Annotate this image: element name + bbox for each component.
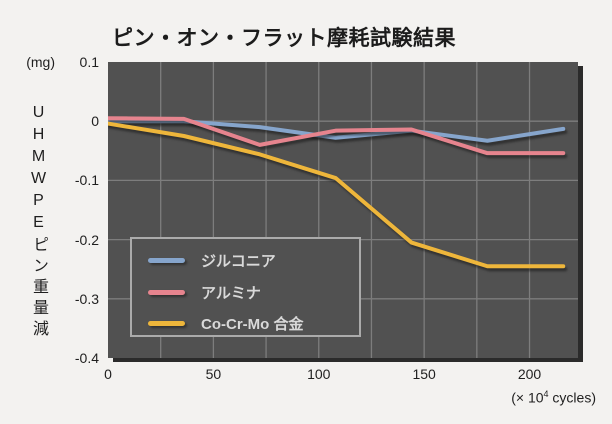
y-axis-unit-label: (mg): [26, 54, 55, 70]
x-tick-label: 200: [517, 366, 542, 382]
legend-label: アルミナ: [201, 284, 261, 302]
series-line-0: [108, 119, 566, 143]
legend-swatch-alumina: [148, 289, 185, 295]
y-tick-label: 0.1: [79, 54, 99, 70]
y-tick-label: -0.4: [74, 350, 99, 366]
plot-area: ジルコニア アルミナ Co-Cr-Mo 合金: [108, 62, 578, 358]
legend-label: Co-Cr-Mo 合金: [201, 316, 304, 334]
series-line-1: [108, 116, 566, 156]
y-tick-label: -0.2: [74, 231, 99, 248]
legend-swatch-zirconia: [148, 258, 185, 264]
x-unit-suffix: cycles): [548, 389, 596, 406]
x-unit-prefix: (× 10: [511, 389, 544, 406]
y-tick-label: -0.1: [74, 172, 99, 189]
y-axis-title: UHMWPEピン重量減: [30, 104, 47, 341]
x-unit-superscript: 4: [543, 389, 549, 399]
series-line-2: [108, 121, 566, 269]
legend-swatch-cocrmo: [148, 321, 185, 327]
legend: ジルコニア アルミナ Co-Cr-Mo 合金: [130, 237, 361, 337]
chart-title: ピン・オン・フラット摩耗試験結果: [112, 27, 456, 50]
x-tick-label: 100: [307, 366, 331, 382]
y-tick-label: -0.3: [74, 290, 99, 307]
x-tick-label: 150: [412, 366, 436, 382]
y-tick-label: 0: [91, 113, 99, 130]
legend-item-alumina: アルミナ: [148, 277, 359, 309]
legend-item-zirconia: ジルコニア: [148, 245, 359, 277]
x-tick-label: 50: [205, 366, 222, 382]
x-tick-label: 0: [104, 366, 112, 382]
legend-item-cocrmo: Co-Cr-Mo 合金: [148, 308, 359, 340]
legend-label: ジルコニア: [201, 253, 276, 271]
x-axis-unit-label: (× 104 cycles): [511, 389, 596, 406]
